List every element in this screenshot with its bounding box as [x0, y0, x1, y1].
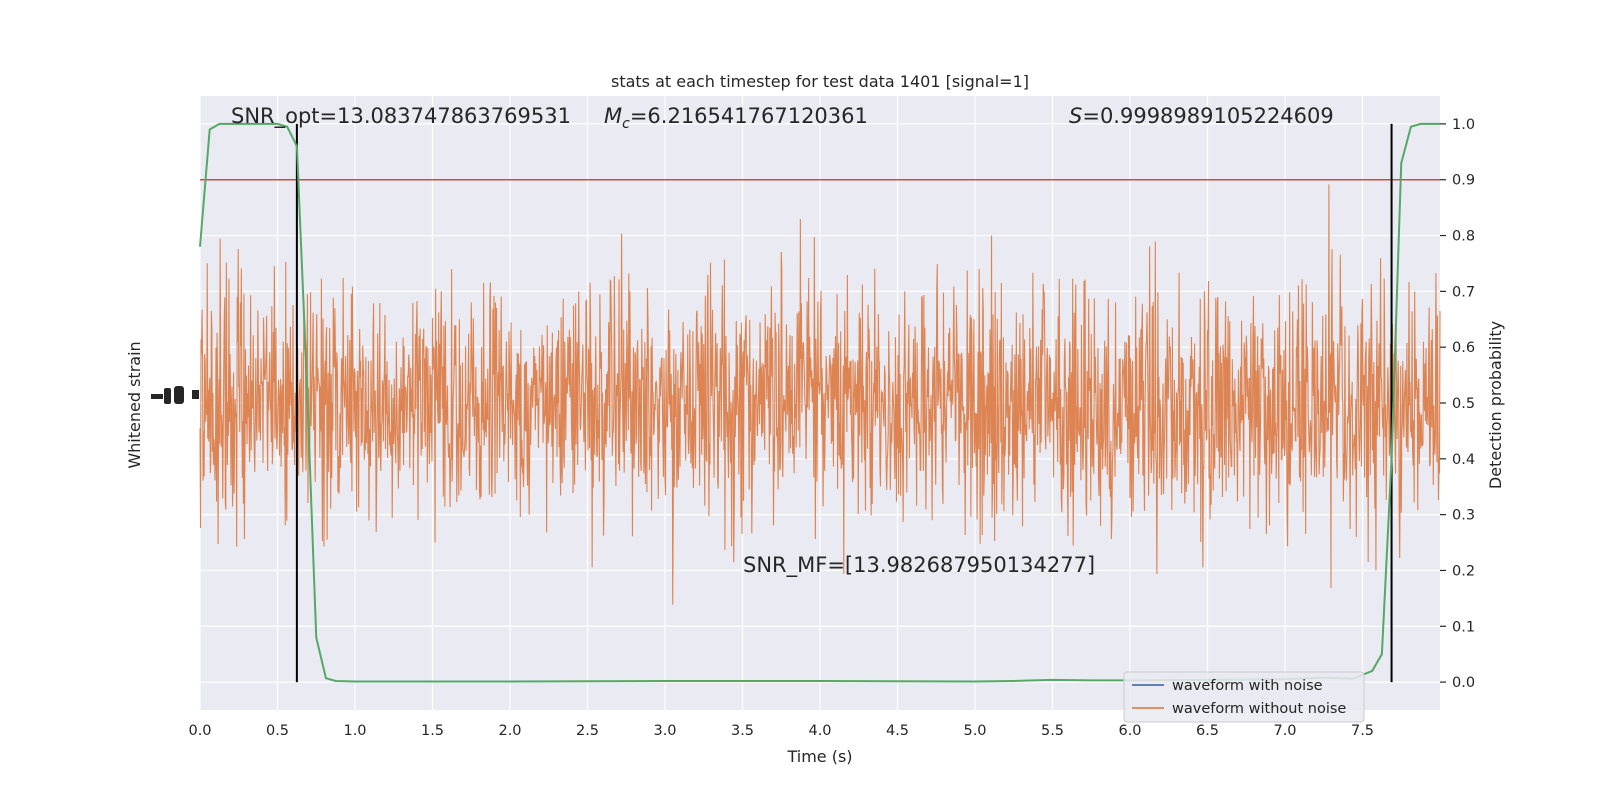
event-markers — [295, 123, 1393, 683]
y-axis-right-ticks: 0.0 0.1 0.2 0.3 0.4 0.5 0.6 0.7 0.8 0.9 1.0 — [1440, 117, 1475, 691]
s-value: =0.9998989105224609 — [1082, 104, 1333, 128]
y-tick-label: 0.8 — [1452, 229, 1475, 245]
chirp-mass-annotation: Mc=6.216541767120361 — [604, 104, 868, 132]
y-tick-label: 0.2 — [1452, 563, 1475, 579]
x-tick-label: 6.0 — [1118, 723, 1141, 739]
y-tick-label: 0.7 — [1452, 284, 1475, 300]
y-tick-label: 0.1 — [1452, 619, 1475, 635]
x-tick-label: 3.0 — [653, 723, 676, 739]
x-tick-label: 4.0 — [808, 723, 831, 739]
chart-title: stats at each timestep for test data 140… — [611, 72, 1029, 91]
snr-mf-annotation: SNR_MF=[13.982687950134277] — [743, 553, 1095, 578]
strain-trace-without-noise — [199, 184, 1441, 605]
x-tick-label: 6.5 — [1196, 723, 1219, 739]
x-tick-label: 5.5 — [1041, 723, 1064, 739]
x-tick-label: 7.0 — [1273, 723, 1296, 739]
x-tick-label: 1.0 — [343, 723, 366, 739]
y-tick-label: 0.0 — [1452, 675, 1475, 691]
left-axis-collapsed-ticks — [151, 386, 199, 404]
y-tick-label: 1.0 — [1452, 117, 1475, 133]
y-tick-label: 0.4 — [1452, 452, 1475, 468]
legend: waveform with noise waveform without noi… — [1123, 671, 1365, 723]
chirp-mass-value: =6.216541767120361 — [630, 104, 868, 128]
chirp-mass-subscript: c — [622, 116, 630, 132]
detection-probability-line — [199, 122, 1440, 683]
left-tick-stack — [151, 394, 163, 399]
y-axis-left-label: Whitened strain — [125, 341, 144, 468]
x-axis-label: Time (s) — [786, 747, 852, 766]
x-tick-label: 0.0 — [188, 723, 211, 739]
left-tick-stack — [164, 388, 171, 404]
y-tick-label: 0.6 — [1452, 340, 1475, 356]
x-tick-label: 3.5 — [731, 723, 754, 739]
x-tick-label: 4.5 — [886, 723, 909, 739]
legend-label-without-noise: waveform without noise — [1172, 701, 1346, 717]
x-tick-label: 1.5 — [421, 723, 444, 739]
chirp-mass-symbol: M — [604, 104, 622, 128]
legend-box — [1123, 671, 1365, 723]
y-tick-label: 0.9 — [1452, 173, 1475, 189]
x-tick-label: 7.5 — [1351, 723, 1374, 739]
s-annotation: S=0.9998989105224609 — [1069, 104, 1334, 128]
x-tick-label: 2.0 — [498, 723, 521, 739]
left-tick-stack — [192, 390, 199, 399]
snr-opt-annotation: SNR_opt=13.083747863769531 — [231, 104, 571, 129]
s-symbol: S — [1069, 104, 1082, 128]
x-tick-label: 2.5 — [576, 723, 599, 739]
x-axis-ticks: 0.0 0.5 1.0 1.5 2.0 2.5 3.0 3.5 4.0 4.5 5.0 5.5 6.0 6… — [188, 723, 1374, 739]
y-axis-right-label: Detection probability — [1486, 321, 1505, 489]
left-tick-stack — [174, 386, 184, 404]
y-tick-label: 0.5 — [1452, 396, 1475, 412]
strain-series — [199, 184, 1441, 605]
y-tick-label: 0.3 — [1452, 508, 1475, 524]
legend-label-with-noise: waveform with noise — [1172, 678, 1323, 694]
x-tick-label: 0.5 — [266, 723, 289, 739]
x-tick-label: 5.0 — [963, 723, 986, 739]
